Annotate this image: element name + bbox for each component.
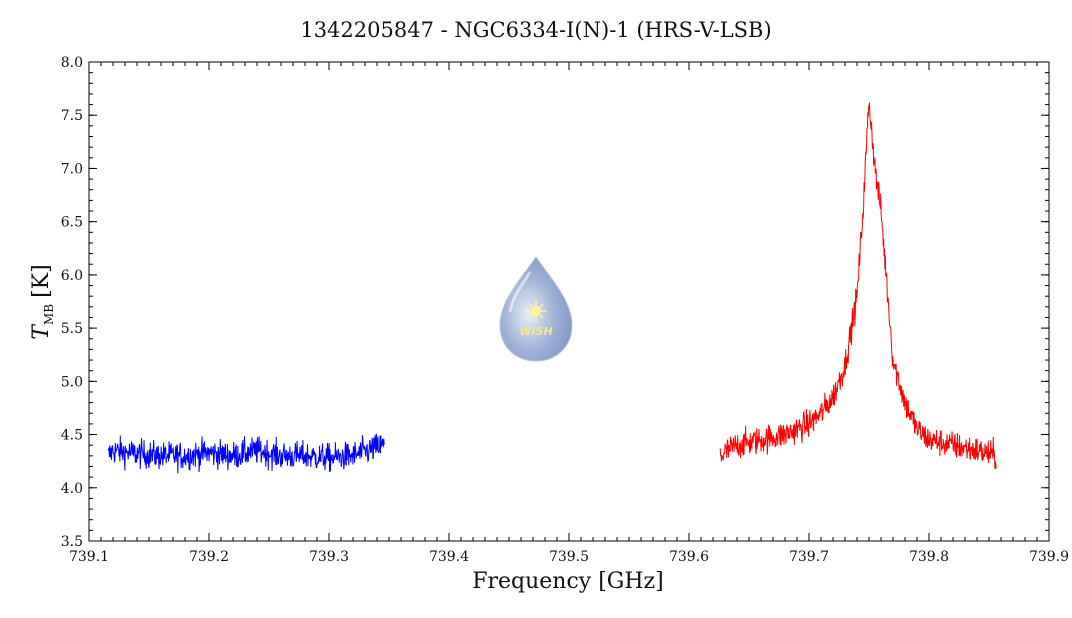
y-axis-symbol: T — [29, 323, 54, 340]
y-axis-subscript: MB — [42, 304, 56, 325]
plot-frame — [88, 61, 1050, 542]
x-tick-label: 739.4 — [429, 549, 469, 565]
y-tick-label: 8.0 — [61, 55, 83, 71]
x-tick-label: 739.7 — [789, 549, 829, 565]
y-tick-label: 5.5 — [61, 321, 83, 337]
x-tick-label: 739.1 — [69, 549, 109, 565]
spectrum-trace — [107, 433, 385, 474]
y-axis-unit: [K] — [29, 264, 54, 298]
y-tick-label: 3.5 — [61, 534, 83, 550]
x-tick-label: 739.8 — [909, 549, 949, 565]
y-axis-title: TMB [K] — [29, 264, 56, 339]
y-tick-label: 7.0 — [61, 161, 83, 177]
x-tick-label: 739.6 — [669, 549, 709, 565]
y-tick-label: 4.5 — [61, 428, 83, 444]
chart-title: 1342205847 - NGC6334-I(N)-1 (HRS-V-LSB) — [300, 18, 772, 42]
y-tick-label: 4.0 — [61, 481, 83, 497]
x-tick-label: 739.5 — [549, 549, 589, 565]
y-tick-labels: 3.5 4.0 4.5 5.0 5.5 6.0 6.5 7.0 7.5 8.0 — [61, 55, 83, 550]
logo-text: WISH — [519, 325, 552, 338]
y-tick-label: 7.5 — [61, 108, 83, 124]
y-tick-label: 6.0 — [61, 268, 83, 284]
x-tick-label: 739.3 — [309, 549, 349, 565]
x-tick-labels: 739.1 739.2 739.3 739.4 739.5 739.6 739.7 739.8… — [69, 549, 1069, 565]
axis-ticks — [88, 61, 1050, 542]
svg-text:TMB[K]: TMB [K] — [29, 264, 56, 339]
spectrum-trace — [719, 102, 997, 470]
y-tick-label: 6.5 — [61, 215, 83, 231]
x-tick-label: 739.2 — [189, 549, 229, 565]
series-lines — [107, 102, 997, 474]
y-tick-label: 5.0 — [61, 374, 83, 390]
x-axis-title: Frequency [GHz] — [472, 569, 664, 594]
wish-logo: WISH — [499, 256, 573, 362]
x-tick-label: 739.9 — [1029, 549, 1069, 565]
